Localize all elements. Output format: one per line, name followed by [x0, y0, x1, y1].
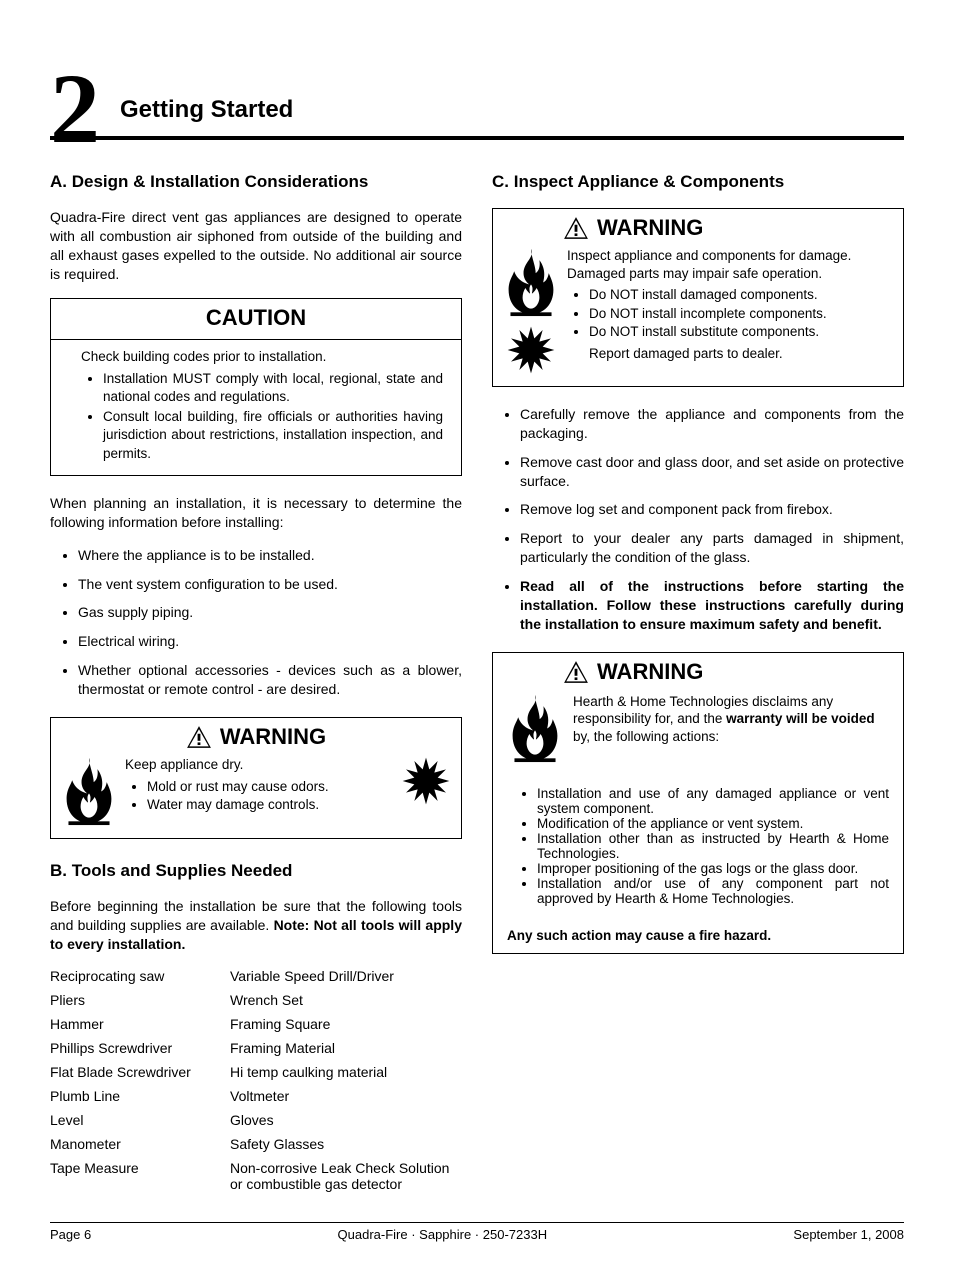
page-footer: Page 6 Quadra-Fire · Sapphire · 250-7233… [50, 1222, 904, 1242]
warning-content: Keep appliance dry. Mold or rust may cau… [51, 752, 461, 838]
warning-lead-text: Hearth & Home Technologies disclaims any… [573, 693, 889, 746]
warranty-item: Modification of the appliance or vent sy… [537, 816, 889, 831]
section-a-heading: A. Design & Installation Considerations [50, 172, 462, 192]
warning-box-warranty: WARNING Hearth & Home Technologies discl… [492, 652, 904, 954]
warning-title: WARNING [220, 724, 326, 750]
tool-left: Hammer [50, 1016, 230, 1032]
step-item: Remove cast door and glass door, and set… [520, 453, 904, 491]
warning-item: Do NOT install damaged components. [589, 286, 893, 304]
caution-box: CAUTION Check building codes prior to in… [50, 298, 462, 476]
tools-table: Reciprocating sawVariable Speed Drill/Dr… [50, 968, 462, 1192]
flame-icon [61, 756, 117, 830]
warning-content: Inspect appliance and components for dam… [493, 243, 903, 386]
plan-item: The vent system configuration to be used… [78, 575, 462, 594]
warning-title: WARNING [597, 215, 703, 241]
tool-right: Gloves [230, 1112, 462, 1128]
tool-left: Reciprocating saw [50, 968, 230, 984]
warning-title-row: WARNING [493, 653, 903, 687]
warranty-lead-bold: warranty will be voided [726, 711, 875, 726]
tool-left: Flat Blade Screwdriver [50, 1064, 230, 1080]
caution-body: Check building codes prior to installati… [51, 340, 461, 475]
section-a-para1: Quadra-Fire direct vent gas appliances a… [50, 208, 462, 284]
footer-center: Quadra-Fire · Sapphire · 250-7233H [338, 1227, 548, 1242]
step-bold-text: Read all of the instructions before star… [520, 578, 904, 632]
warranty-tail-text: Any such action may cause a fire hazard. [507, 928, 771, 943]
plan-list: Where the appliance is to be installed. … [50, 546, 462, 699]
warranty-item: Installation and use of any damaged appl… [537, 786, 889, 816]
warranty-item: Installation other than as instructed by… [537, 831, 889, 861]
warranty-list: Installation and use of any damaged appl… [507, 786, 889, 906]
alert-icon [186, 725, 212, 749]
warning-box-keep-dry: WARNING Keep appliance dry. Mold or rust… [50, 717, 462, 839]
page: 2 Getting Started A. Design & Installati… [0, 0, 954, 1262]
tool-right: Wrench Set [230, 992, 462, 1008]
tool-right: Framing Material [230, 1040, 462, 1056]
warranty-tail: Any such action may cause a fire hazard. [507, 928, 771, 943]
warning-content: Hearth & Home Technologies disclaims any… [493, 687, 903, 953]
caution-item: Installation MUST comply with local, reg… [103, 370, 443, 406]
step-item: Carefully remove the appliance and compo… [520, 405, 904, 443]
chapter-header: 2 Getting Started [50, 50, 904, 140]
tool-left: Tape Measure [50, 1160, 230, 1192]
step-item: Report to your dealer any parts damaged … [520, 529, 904, 567]
tool-right: Non-corrosive Leak Check Solution or com… [230, 1160, 462, 1192]
tool-left: Manometer [50, 1136, 230, 1152]
step-item-bold: Read all of the instructions before star… [520, 577, 904, 634]
warning-title: WARNING [597, 659, 703, 685]
warranty-item: Improper positioning of the gas logs or … [537, 861, 889, 876]
plan-item: Whether optional accessories - devices s… [78, 661, 462, 699]
warning-lead: Inspect appliance and components for dam… [567, 247, 893, 282]
tool-right: Voltmeter [230, 1088, 462, 1104]
left-column: A. Design & Installation Considerations … [50, 168, 462, 1192]
footer-date: September 1, 2008 [793, 1227, 904, 1242]
tool-right: Hi temp caulking material [230, 1064, 462, 1080]
warning-title-row: WARNING [51, 718, 461, 752]
content-columns: A. Design & Installation Considerations … [50, 168, 904, 1192]
inspect-steps: Carefully remove the appliance and compo… [492, 405, 904, 634]
caution-list: Installation MUST comply with local, reg… [81, 370, 443, 463]
flame-burst-icon [401, 756, 451, 809]
flame-burst-icon [506, 325, 556, 378]
flame-icon [507, 693, 563, 767]
section-b-para: Before beginning the installation be sur… [50, 897, 462, 954]
right-column: C. Inspect Appliance & Components WARNIN… [492, 168, 904, 1192]
chapter-title: Getting Started [120, 96, 293, 124]
alert-icon [563, 660, 589, 684]
caution-title-row: CAUTION [51, 299, 461, 340]
section-b-heading: B. Tools and Supplies Needed [50, 861, 462, 881]
warranty-item: Installation and/or use of any component… [537, 876, 889, 906]
tool-left: Phillips Screwdriver [50, 1040, 230, 1056]
warning-tail: Report damaged parts to dealer. [567, 345, 893, 363]
tool-right: Framing Square [230, 1016, 462, 1032]
tool-right: Variable Speed Drill/Driver [230, 968, 462, 984]
flame-icon-stack [503, 247, 559, 378]
warning-item: Mold or rust may cause odors. [147, 778, 393, 796]
tool-left: Level [50, 1112, 230, 1128]
caution-lead: Check building codes prior to installati… [81, 348, 443, 366]
section-a-para2: When planning an installation, it is nec… [50, 494, 462, 532]
warning-text: Inspect appliance and components for dam… [567, 247, 893, 366]
warranty-lead-post: by, the following actions: [573, 729, 719, 744]
caution-title: CAUTION [206, 305, 306, 330]
plan-item: Gas supply piping. [78, 603, 462, 622]
chapter-number: 2 [50, 71, 100, 146]
warning-item: Water may damage controls. [147, 796, 393, 814]
plan-item: Electrical wiring. [78, 632, 462, 651]
warning-item: Do NOT install substitute components. [589, 323, 893, 341]
caution-item: Consult local building, fire officials o… [103, 408, 443, 463]
plan-item: Where the appliance is to be installed. [78, 546, 462, 565]
tool-left: Plumb Line [50, 1088, 230, 1104]
warning-lead: Keep appliance dry. [125, 756, 393, 774]
warning-text: Keep appliance dry. Mold or rust may cau… [125, 756, 393, 818]
warning-title-row: WARNING [493, 209, 903, 243]
flame-icon [503, 247, 559, 321]
warning-item: Do NOT install incomplete components. [589, 305, 893, 323]
tool-left: Pliers [50, 992, 230, 1008]
warning-box-inspect: WARNING Inspect appliance and components… [492, 208, 904, 387]
step-item: Remove log set and component pack from f… [520, 500, 904, 519]
section-c-heading: C. Inspect Appliance & Components [492, 172, 904, 192]
alert-icon [563, 216, 589, 240]
tool-right: Safety Glasses [230, 1136, 462, 1152]
footer-page: Page 6 [50, 1227, 91, 1242]
